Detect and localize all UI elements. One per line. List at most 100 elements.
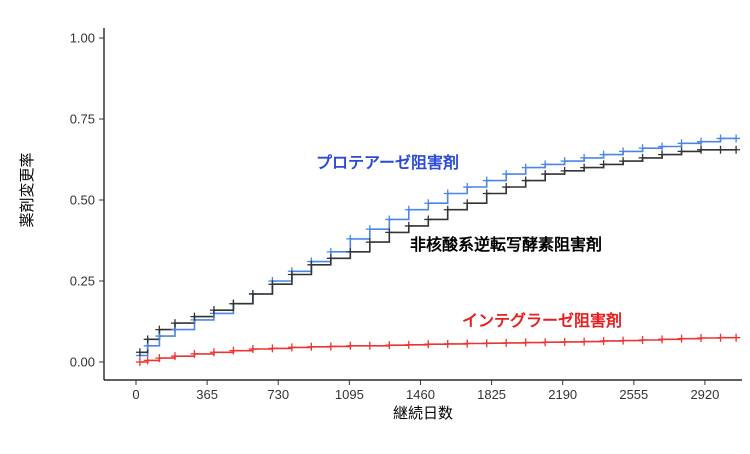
data-point: [658, 150, 667, 159]
data-point: [482, 339, 491, 348]
x-ticks: 0 365 730 1095 1460 1825 2190 2555 2920: [132, 380, 719, 402]
data-point: [170, 319, 179, 328]
data-point: [463, 339, 472, 348]
data-point: [541, 170, 550, 179]
data-point: [677, 147, 686, 156]
data-point: [716, 134, 725, 143]
data-point: [268, 344, 277, 353]
data-point: [229, 346, 238, 355]
data-point: [248, 345, 257, 354]
x-axis-label: 継続日数: [393, 404, 453, 422]
data-point: [658, 335, 667, 344]
data-point: [155, 325, 164, 334]
series-points-nnrti: [135, 145, 741, 357]
data-point: [326, 342, 335, 351]
data-point: [541, 338, 550, 347]
data-point: [638, 144, 647, 153]
x-tick-label: 730: [267, 387, 289, 402]
data-point: [143, 335, 152, 344]
data-point: [155, 354, 164, 363]
series-label-integrase: インテグラーゼ阻害剤: [462, 311, 622, 330]
data-point: [268, 280, 277, 289]
data-point: [209, 306, 218, 315]
data-point: [443, 205, 452, 214]
data-point: [463, 199, 472, 208]
data-point: [716, 333, 725, 342]
x-tick-label: 1460: [406, 387, 435, 402]
data-point: [560, 157, 569, 166]
data-point: [346, 247, 355, 256]
data-point: [580, 153, 589, 162]
data-point: [135, 358, 144, 366]
data-point: [443, 189, 452, 198]
data-point: [541, 160, 550, 169]
data-point: [521, 163, 530, 172]
data-point: [482, 176, 491, 185]
data-point: [135, 348, 144, 357]
data-point: [404, 340, 413, 349]
series-marks: [135, 134, 741, 366]
data-point: [716, 145, 725, 154]
data-point: [365, 341, 374, 350]
x-tick-label: 2555: [619, 387, 648, 402]
series-line-integrase: [139, 336, 737, 363]
data-point: [385, 341, 394, 350]
data-point: [677, 334, 686, 343]
y-axis-label: 薬剤変更率: [18, 152, 36, 227]
y-ticks: 0.00 0.25 0.50 0.75 1.00: [70, 31, 104, 370]
data-point: [521, 176, 530, 185]
data-point: [599, 150, 608, 159]
data-point: [346, 234, 355, 243]
data-point: [424, 340, 433, 349]
data-point: [248, 289, 257, 298]
data-point: [619, 157, 628, 166]
data-point: [677, 139, 686, 148]
data-point: [170, 352, 179, 361]
data-point: [560, 166, 569, 175]
series-label-protease: プロテアーゼ阻害剤: [316, 153, 459, 172]
data-point: [580, 163, 589, 172]
data-point: [502, 183, 511, 192]
data-point: [209, 348, 218, 357]
data-point: [326, 254, 335, 263]
data-point: [385, 228, 394, 237]
data-point: [560, 337, 569, 346]
y-tick-label: 0.50: [70, 193, 95, 208]
data-point: [599, 336, 608, 345]
data-point: [365, 225, 374, 234]
x-tick-label: 2190: [548, 387, 577, 402]
y-tick-label: 1.00: [70, 31, 95, 46]
data-point: [463, 183, 472, 192]
data-point: [697, 145, 706, 154]
data-point: [307, 342, 316, 351]
y-tick-label: 0.75: [70, 112, 95, 127]
data-point: [732, 145, 741, 154]
y-tick-label: 0.00: [70, 355, 95, 370]
data-point: [619, 336, 628, 345]
data-point: [307, 260, 316, 269]
data-point: [658, 142, 667, 151]
data-point: [190, 312, 199, 321]
data-point: [404, 205, 413, 214]
data-point: [190, 349, 199, 358]
data-point: [732, 134, 741, 143]
data-point: [638, 153, 647, 162]
data-point: [287, 343, 296, 352]
data-point: [404, 221, 413, 230]
data-point: [580, 337, 589, 346]
y-tick-label: 0.25: [70, 274, 95, 289]
data-point: [424, 199, 433, 208]
data-point: [443, 339, 452, 348]
data-point: [521, 338, 530, 347]
x-tick-label: 0: [132, 387, 139, 402]
x-tick-label: 1095: [335, 387, 364, 402]
x-tick-label: 1825: [477, 387, 506, 402]
data-point: [502, 338, 511, 347]
data-point: [697, 334, 706, 343]
x-tick-label: 365: [196, 387, 218, 402]
data-point: [482, 189, 491, 198]
data-point: [599, 160, 608, 169]
data-point: [346, 341, 355, 350]
x-tick-label: 2920: [690, 387, 719, 402]
